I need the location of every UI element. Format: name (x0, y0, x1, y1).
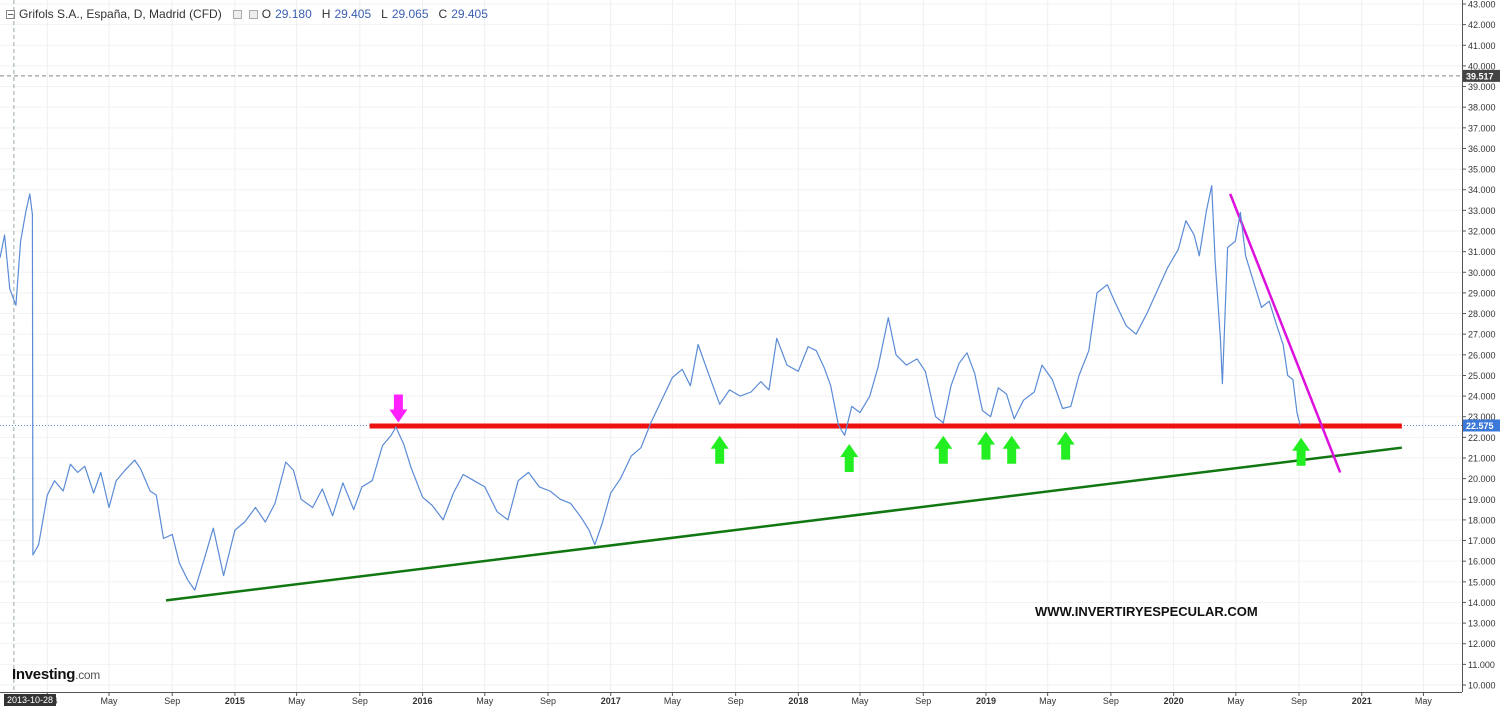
x-tick-label: Sep (728, 696, 744, 706)
downtrend-line (1228, 193, 1342, 473)
price-label-text: 39.517 (1466, 71, 1494, 81)
price-series (0, 185, 1301, 591)
x-tick-label: May (1039, 696, 1057, 706)
y-tick-label: 13.000 (1468, 619, 1496, 629)
open-label: O (261, 7, 272, 21)
up-arrow-marker (710, 435, 729, 464)
investing-logo[interactable]: Investing.com (12, 666, 100, 683)
y-tick-label: 20.000 (1468, 474, 1496, 484)
x-tick-label: 2018 (788, 696, 808, 706)
x-tick-label: May (1415, 696, 1433, 706)
x-tick-label: Sep (915, 696, 931, 706)
y-tick-label: 35.000 (1468, 165, 1496, 175)
y-tick-label: 32.000 (1468, 227, 1496, 237)
grid (0, 0, 1462, 692)
x-tick-label: Sep (164, 696, 180, 706)
x-axis-background (0, 692, 1500, 712)
y-tick-label: 39.000 (1468, 82, 1496, 92)
collapse-icon[interactable] (6, 9, 15, 19)
logo-main: Investing (12, 666, 76, 683)
y-tick-label: 27.000 (1468, 330, 1496, 340)
hide-square-icon[interactable] (248, 9, 258, 19)
y-tick-label: 17.000 (1468, 536, 1496, 546)
cursor-date-label: 2013-10-28 (4, 694, 57, 706)
x-tick-label: 2019 (976, 696, 996, 706)
y-tick-label: 25.000 (1468, 371, 1496, 381)
y-tick-label: 19.000 (1468, 495, 1496, 505)
close-value: 29.405 (451, 7, 488, 21)
x-tick-label: 2020 (1164, 696, 1184, 706)
x-tick-label: Sep (540, 696, 556, 706)
arrow-markers (389, 394, 1311, 472)
y-tick-label: 29.000 (1468, 288, 1496, 298)
y-tick-label: 36.000 (1468, 144, 1496, 154)
y-tick-label: 18.000 (1468, 515, 1496, 525)
low-label: L (381, 7, 388, 21)
y-tick-label: 34.000 (1468, 185, 1496, 195)
y-tick-label: 41.000 (1468, 41, 1496, 51)
drawing-lines (165, 193, 1403, 602)
open-value: 29.180 (275, 7, 312, 21)
y-axis-background (1462, 0, 1500, 712)
y-tick-label: 10.000 (1468, 681, 1496, 691)
up-arrow-marker (934, 435, 953, 464)
y-tick-label: 28.000 (1468, 309, 1496, 319)
x-tick-label: 2015 (225, 696, 245, 706)
down-arrow-marker (389, 394, 408, 423)
y-tick-label: 30.000 (1468, 268, 1496, 278)
y-tick-label: 11.000 (1468, 660, 1495, 670)
up-arrow-marker (1056, 431, 1075, 460)
x-tick-label: May (288, 696, 306, 706)
y-tick-label: 42.000 (1468, 20, 1496, 30)
watermark-text: WWW.INVERTIRYESPECULAR.COM (1035, 604, 1258, 619)
high-label: H (321, 7, 331, 21)
settings-square-icon[interactable] (232, 9, 242, 19)
price-line (0, 185, 1301, 591)
y-tick-label: 40.000 (1468, 61, 1496, 71)
y-tick-label: 14.000 (1468, 598, 1496, 608)
x-tick-label: 2016 (413, 696, 433, 706)
low-value: 29.065 (391, 7, 429, 21)
x-tick-label: Sep (1103, 696, 1119, 706)
y-tick-label: 22.000 (1468, 433, 1496, 443)
up-arrow-marker (1292, 437, 1311, 466)
y-tick-label: 16.000 (1468, 557, 1496, 567)
instrument-title: Grifols S.A., España, D, Madrid (CFD) (19, 7, 222, 21)
y-tick-label: 26.000 (1468, 350, 1496, 360)
y-tick-label: 23.000 (1468, 412, 1496, 422)
x-tick-label: 2017 (601, 696, 621, 706)
y-tick-label: 38.000 (1468, 103, 1496, 113)
x-tick-label: 2021 (1352, 696, 1372, 706)
up-arrow-marker (976, 431, 995, 460)
y-tick-label: 21.000 (1468, 454, 1496, 464)
y-tick-label: 33.000 (1468, 206, 1496, 216)
y-tick-label: 31.000 (1468, 247, 1496, 257)
close-label: C (438, 7, 448, 21)
y-tick-label: 24.000 (1468, 392, 1496, 402)
price-label-box (1463, 69, 1500, 82)
x-tick-label: May (1227, 696, 1245, 706)
x-tick-label: Sep (352, 696, 368, 706)
y-tick-label: 43.000 (1468, 0, 1496, 10)
y-tick-label: 15.000 (1468, 577, 1496, 587)
x-tick-label: May (476, 696, 494, 706)
x-tick-label: Sep (1291, 696, 1307, 706)
price-label-text: 22.575 (1466, 421, 1494, 431)
x-tick-label: May (664, 696, 682, 706)
up-arrow-marker (1002, 435, 1021, 464)
x-tick-label: May (852, 696, 870, 706)
y-tick-label: 12.000 (1468, 639, 1496, 649)
y-tick-label: 37.000 (1468, 123, 1496, 133)
price-label-box (1463, 419, 1500, 432)
crosshair (0, 0, 1462, 692)
high-value: 29.405 (334, 7, 372, 21)
up-arrow-marker (840, 444, 859, 472)
support-trendline (165, 446, 1403, 602)
logo-domain: .com (75, 668, 100, 682)
x-tick-label: May (100, 696, 118, 706)
